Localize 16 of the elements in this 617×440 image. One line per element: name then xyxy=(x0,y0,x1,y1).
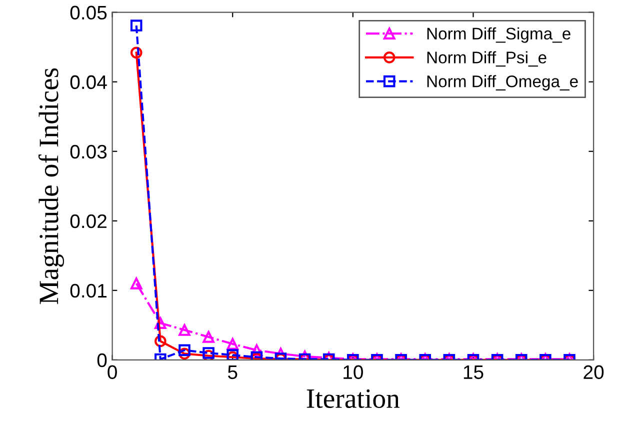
y-axis-title: Magnitude of Indices xyxy=(38,68,64,304)
y-tick-label: 0.01 xyxy=(70,284,106,298)
x-axis-title: Iteration xyxy=(306,389,400,408)
y-tick-label: 0.04 xyxy=(70,75,107,90)
y-tick-label: 0.02 xyxy=(70,214,106,228)
x-tick-label: 10 xyxy=(344,365,363,380)
legend-label: Norm Diff_Omega_e xyxy=(427,75,578,91)
x-tick-label: 15 xyxy=(464,365,484,380)
x-tick-label: 5 xyxy=(228,365,238,380)
y-tick-label: 0 xyxy=(97,353,107,368)
legend-label: Norm Diff_Sigma_e xyxy=(427,27,570,43)
legend-label: Norm Diff_Psi_e xyxy=(427,51,546,67)
x-tick-label: 0 xyxy=(108,365,117,380)
y-tick-label: 0.05 xyxy=(70,6,107,20)
x-tick-label: 20 xyxy=(584,365,604,380)
y-tick-label: 0.03 xyxy=(70,144,107,159)
